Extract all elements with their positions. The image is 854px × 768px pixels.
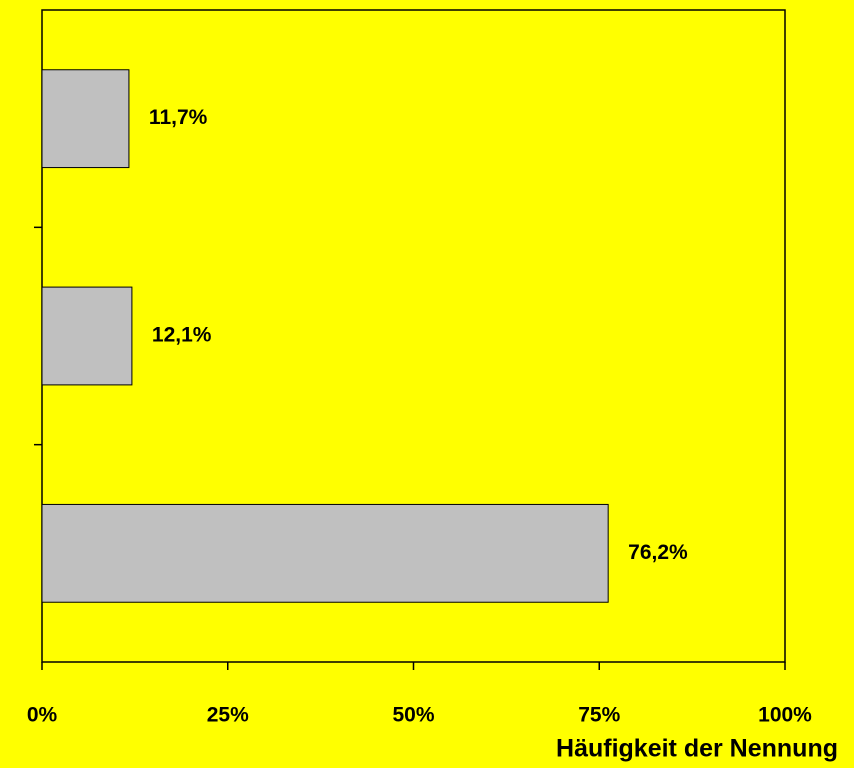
x-tick-label: 100% <box>758 704 812 727</box>
x-tick-label: 0% <box>27 704 58 727</box>
bar <box>41 286 133 386</box>
bar <box>41 69 130 169</box>
value-label: 11,7% <box>149 106 208 129</box>
x-axis-title: Häufigkeit der Nennung <box>556 735 838 763</box>
x-tick-label: 25% <box>207 704 249 727</box>
x-tick-label: 75% <box>578 704 620 727</box>
x-tick-label: 50% <box>392 704 434 727</box>
value-label: 12,1% <box>152 324 212 347</box>
bar <box>41 503 609 603</box>
value-label: 76,2% <box>628 541 688 564</box>
